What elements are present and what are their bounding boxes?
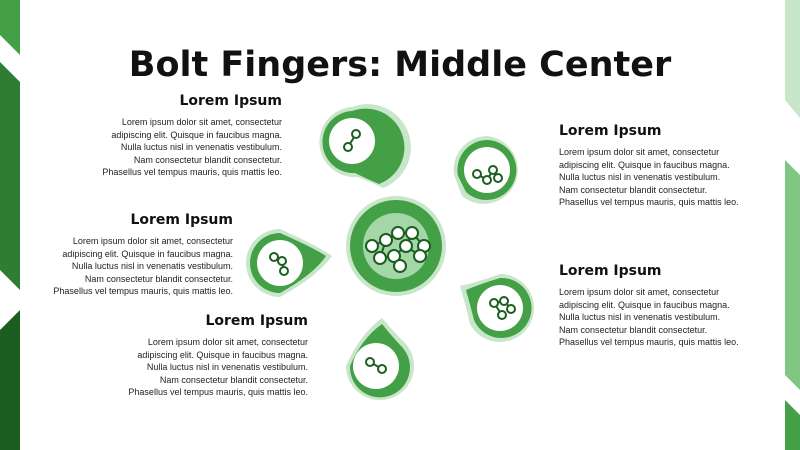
block-heading: Lorem Ipsum	[179, 93, 282, 109]
block-heading: Lorem Ipsum	[559, 263, 662, 279]
deco-left-bottom-shape	[0, 310, 20, 450]
center-hub	[346, 196, 446, 296]
block-body: Lorem ipsum dolor sit amet, consectetur a…	[128, 337, 308, 397]
text-block-bottom-left: Lorem Ipsum Lorem ipsum dolor sit amet, …	[58, 312, 308, 399]
block-heading: Lorem Ipsum	[130, 212, 233, 228]
deco-right-middle-shape	[785, 160, 800, 390]
finger-top	[319, 104, 411, 188]
page-title: Bolt Fingers: Middle Center	[128, 45, 672, 85]
block-body: Lorem ipsum dolor sit amet, consectetur a…	[102, 117, 282, 177]
deco-left-top-shape	[0, 0, 20, 55]
text-block-top-left: Lorem Ipsum Lorem ipsum dolor sit amet, …	[32, 92, 282, 179]
finger-bottom	[345, 318, 414, 401]
deco-left-middle-shape	[0, 62, 20, 290]
molecule-cluster-icon	[365, 226, 431, 273]
block-body: Lorem ipsum dolor sit amet, consectetur a…	[559, 147, 739, 207]
block-body: Lorem ipsum dolor sit amet, consectetur a…	[53, 236, 233, 296]
two-atom-molecule-icon	[343, 129, 361, 152]
three-atom-molecule-icon	[269, 252, 289, 276]
text-block-bottom-right: Lorem Ipsum Lorem ipsum dolor sit amet, …	[559, 262, 800, 349]
block-heading: Lorem Ipsum	[559, 123, 662, 139]
finger-left	[246, 229, 332, 297]
four-atom-molecule-icon	[472, 165, 503, 185]
deco-right-top-shape	[785, 0, 800, 118]
text-block-top-right: Lorem Ipsum Lorem ipsum dolor sit amet, …	[559, 122, 800, 209]
finger-right	[460, 274, 534, 342]
finger-top-right	[453, 136, 518, 204]
text-block-middle-left: Lorem Ipsum Lorem ipsum dolor sit amet, …	[0, 211, 233, 298]
two-atom-molecule-icon	[365, 357, 387, 374]
four-atom-molecule-icon	[489, 296, 516, 320]
deco-right-bottom-shape	[785, 400, 800, 450]
block-heading: Lorem Ipsum	[205, 313, 308, 329]
block-body: Lorem ipsum dolor sit amet, consectetur a…	[559, 287, 739, 347]
